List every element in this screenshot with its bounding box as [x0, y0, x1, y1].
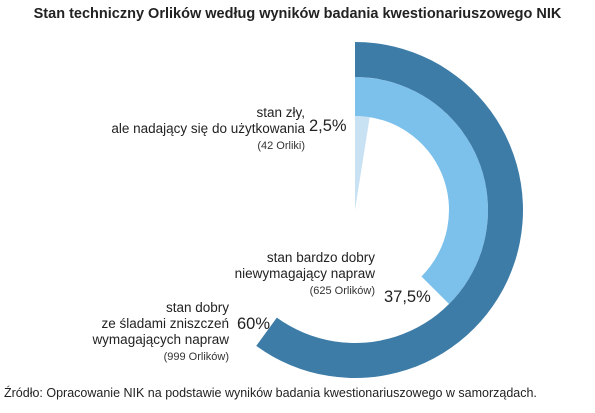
arc-stan-dobry: [256, 42, 523, 378]
source-note: Źródło: Opracowanie NIK na podstawie wyn…: [4, 386, 537, 400]
arc-stan-bardzo-dobry: [355, 77, 489, 305]
percent-stan-bardzo-dobry: 37,5%: [384, 288, 431, 306]
arc-stan-zly: [355, 116, 370, 210]
label-stan-zly: stan zły, ale nadający się do użytkowani…: [111, 105, 305, 152]
label-stan-dobry: stan dobry ze śladami zniszczeń wymagają…: [92, 300, 229, 363]
label-stan-bardzo-dobry: stan bardzo dobry niewymagający napraw (…: [234, 250, 375, 297]
chart-title: Stan techniczny Orlików według wyników b…: [33, 6, 562, 22]
percent-stan-zly: 2,5%: [309, 117, 347, 135]
percent-stan-dobry: 60%: [237, 315, 271, 333]
